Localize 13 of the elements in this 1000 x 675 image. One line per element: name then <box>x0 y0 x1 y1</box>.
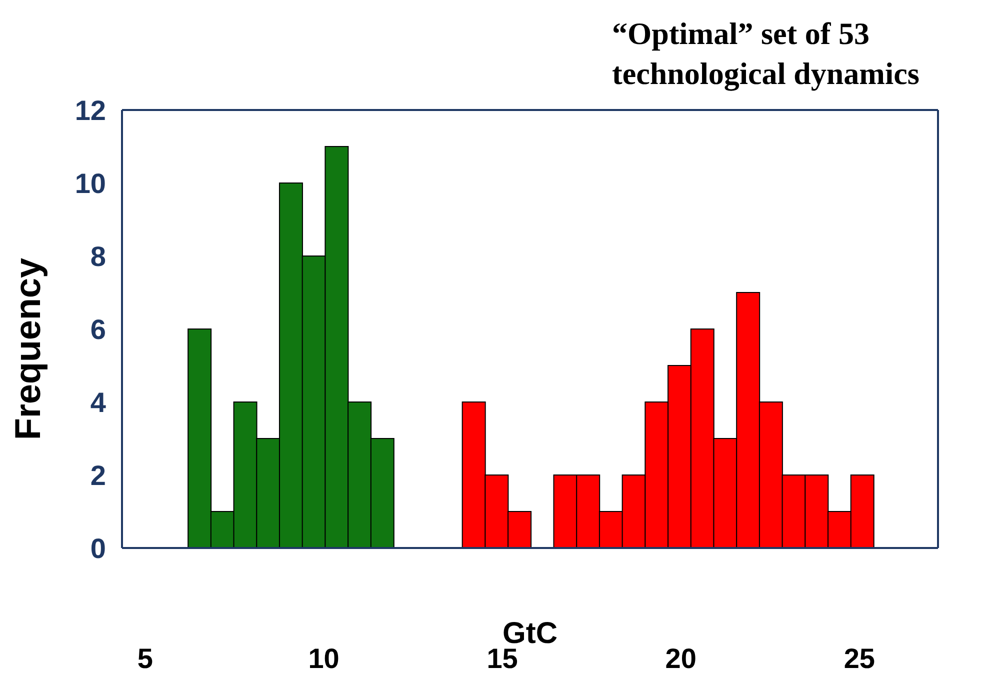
chart-title: “Optimal” set of 53 technological dynamics <box>612 15 920 93</box>
x-tick-label: 10 <box>308 643 340 674</box>
y-tick-label: 4 <box>90 387 106 418</box>
y-axis-title: Frequency <box>7 258 48 440</box>
x-tick-label: 5 <box>137 643 153 674</box>
y-tick-label: 12 <box>74 95 106 126</box>
x-tick-label: 25 <box>844 643 876 674</box>
y-tick-label: 0 <box>90 533 106 564</box>
y-tick-label: 6 <box>90 314 106 345</box>
x-tick-label: 20 <box>665 643 696 674</box>
y-tick-label: 8 <box>90 241 106 272</box>
y-tick-label: 10 <box>74 168 106 199</box>
y-tick-label: 2 <box>90 460 106 491</box>
